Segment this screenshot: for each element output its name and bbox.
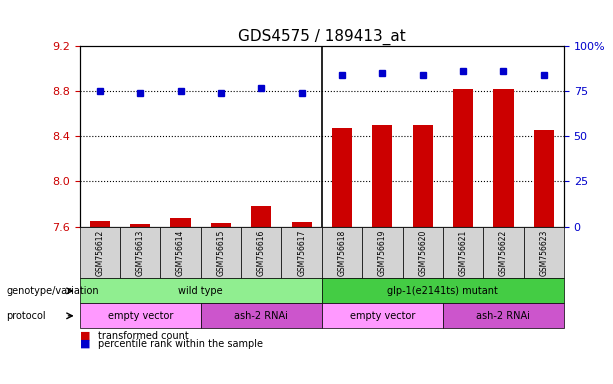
Bar	[211, 223, 231, 227]
Text: GSM756612: GSM756612	[96, 229, 104, 276]
Text: protocol: protocol	[6, 311, 46, 321]
Text: empty vector: empty vector	[349, 311, 415, 321]
Text: GSM756617: GSM756617	[297, 229, 306, 276]
Text: ash-2 RNAi: ash-2 RNAi	[234, 311, 288, 321]
Bar	[292, 222, 312, 227]
Bar	[453, 89, 473, 227]
Text: GSM756616: GSM756616	[257, 229, 266, 276]
Text: wild type: wild type	[178, 286, 223, 296]
Text: GSM756614: GSM756614	[176, 229, 185, 276]
Text: GSM756618: GSM756618	[338, 229, 346, 276]
Text: glp-1(e2141ts) mutant: glp-1(e2141ts) mutant	[387, 286, 498, 296]
Text: empty vector: empty vector	[107, 311, 173, 321]
Text: GSM756615: GSM756615	[216, 229, 226, 276]
Text: percentile rank within the sample: percentile rank within the sample	[98, 339, 263, 349]
Bar	[534, 129, 554, 227]
Text: GSM756613: GSM756613	[135, 229, 145, 276]
Text: ■: ■	[80, 331, 90, 341]
Text: transformed count: transformed count	[98, 331, 189, 341]
Bar	[170, 217, 191, 227]
Text: GSM756620: GSM756620	[418, 229, 427, 276]
Text: ash-2 RNAi: ash-2 RNAi	[476, 311, 530, 321]
Text: GSM756622: GSM756622	[499, 229, 508, 276]
Text: GSM756621: GSM756621	[459, 229, 468, 276]
Text: GSM756623: GSM756623	[539, 229, 548, 276]
Text: ■: ■	[80, 339, 90, 349]
Bar	[493, 89, 514, 227]
Bar	[251, 206, 272, 227]
Bar	[372, 125, 392, 227]
Title: GDS4575 / 189413_at: GDS4575 / 189413_at	[238, 28, 406, 45]
Bar	[89, 221, 110, 227]
Bar	[413, 125, 433, 227]
Text: GSM756619: GSM756619	[378, 229, 387, 276]
Bar	[332, 128, 352, 227]
Bar	[130, 224, 150, 227]
Text: genotype/variation: genotype/variation	[6, 286, 99, 296]
